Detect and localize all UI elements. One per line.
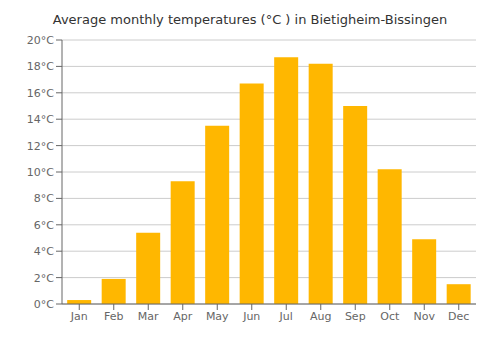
svg-text:2°C: 2°C [34,272,54,285]
svg-text:18°C: 18°C [27,60,54,73]
html-text:Average monthly temperatures (: Average monthly temperatures (°C ) in Bi… [52,12,448,27]
svg-text:Jun: Jun [242,310,260,323]
svg-text:Jul: Jul [279,310,293,323]
svg-text:Nov: Nov [414,310,436,323]
svg-text:Jan: Jan [70,310,88,323]
svg-text:Aug: Aug [310,310,331,323]
svg-text:10°C: 10°C [27,166,54,179]
svg-text:8°C: 8°C [34,192,54,205]
svg-text:16°C: 16°C [27,87,54,100]
svg-text:Sep: Sep [345,310,366,323]
svg-text:12°C: 12°C [27,140,54,153]
svg-text:0°C: 0°C [34,298,54,311]
svg-text:20°C: 20°C [27,34,54,47]
svg-text:Mar: Mar [138,310,159,323]
svg-text:Oct: Oct [380,310,400,323]
svg-text:May: May [206,310,229,323]
svg-text:6°C: 6°C [34,219,54,232]
svg-text:14°C: 14°C [27,113,54,126]
svg-text:Feb: Feb [104,310,123,323]
svg-text:Dec: Dec [448,310,469,323]
svg-text:Apr: Apr [173,310,193,323]
svg-text:4°C: 4°C [34,245,54,258]
